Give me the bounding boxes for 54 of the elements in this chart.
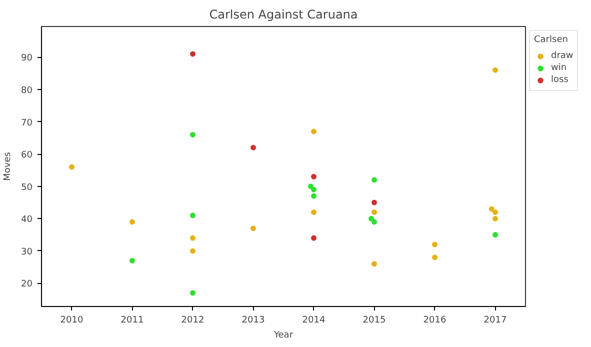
point bbox=[190, 51, 196, 57]
point bbox=[488, 206, 494, 212]
point bbox=[250, 144, 256, 150]
y-tick-label: 80 bbox=[21, 86, 33, 96]
point bbox=[311, 235, 316, 241]
point bbox=[372, 209, 377, 215]
point bbox=[432, 242, 438, 248]
point bbox=[311, 174, 316, 180]
point bbox=[368, 216, 374, 222]
legend-title: Carlsen bbox=[534, 35, 569, 45]
point bbox=[311, 186, 316, 192]
point bbox=[372, 177, 377, 183]
y-tick-label: 20 bbox=[21, 280, 33, 290]
x-tick-label: 2015 bbox=[362, 316, 386, 326]
point bbox=[492, 67, 498, 73]
y-tick-label: 60 bbox=[21, 150, 33, 161]
point bbox=[190, 248, 196, 254]
y-tick-label: 30 bbox=[21, 247, 33, 258]
x-tick-label: 2017 bbox=[484, 316, 507, 326]
point bbox=[372, 261, 377, 267]
x-tick-label: 2016 bbox=[423, 316, 446, 326]
point bbox=[311, 209, 316, 215]
point bbox=[190, 212, 196, 218]
point bbox=[190, 132, 196, 138]
legend-label: win bbox=[551, 63, 568, 73]
x-axis-title: Year bbox=[272, 330, 294, 340]
point bbox=[432, 254, 438, 260]
point bbox=[372, 200, 377, 206]
point bbox=[492, 216, 498, 222]
x-tick-label: 2012 bbox=[181, 316, 204, 326]
point bbox=[311, 193, 316, 199]
point bbox=[190, 235, 196, 241]
y-tick-label: 70 bbox=[21, 118, 33, 128]
x-tick-label: 2013 bbox=[242, 316, 265, 326]
point bbox=[492, 232, 498, 238]
chart-title: Carlsen Against Caruana bbox=[209, 8, 358, 22]
point bbox=[250, 226, 256, 232]
point bbox=[492, 209, 498, 215]
legend-label: loss bbox=[551, 75, 570, 85]
point bbox=[130, 219, 135, 225]
y-tick-label: 40 bbox=[21, 215, 33, 226]
x-tick-label: 2014 bbox=[302, 316, 326, 326]
point bbox=[308, 184, 314, 190]
point bbox=[372, 219, 377, 225]
point bbox=[190, 290, 196, 296]
point bbox=[311, 128, 316, 134]
x-tick-label: 2011 bbox=[120, 316, 144, 326]
x-tick-label: 2010 bbox=[60, 316, 84, 326]
y-tick-label: 50 bbox=[21, 182, 33, 193]
point bbox=[69, 164, 74, 170]
y-tick-label: 90 bbox=[21, 54, 33, 64]
y-axis-title: Moves bbox=[3, 152, 14, 181]
legend-label: draw bbox=[551, 51, 574, 61]
point bbox=[130, 258, 135, 264]
